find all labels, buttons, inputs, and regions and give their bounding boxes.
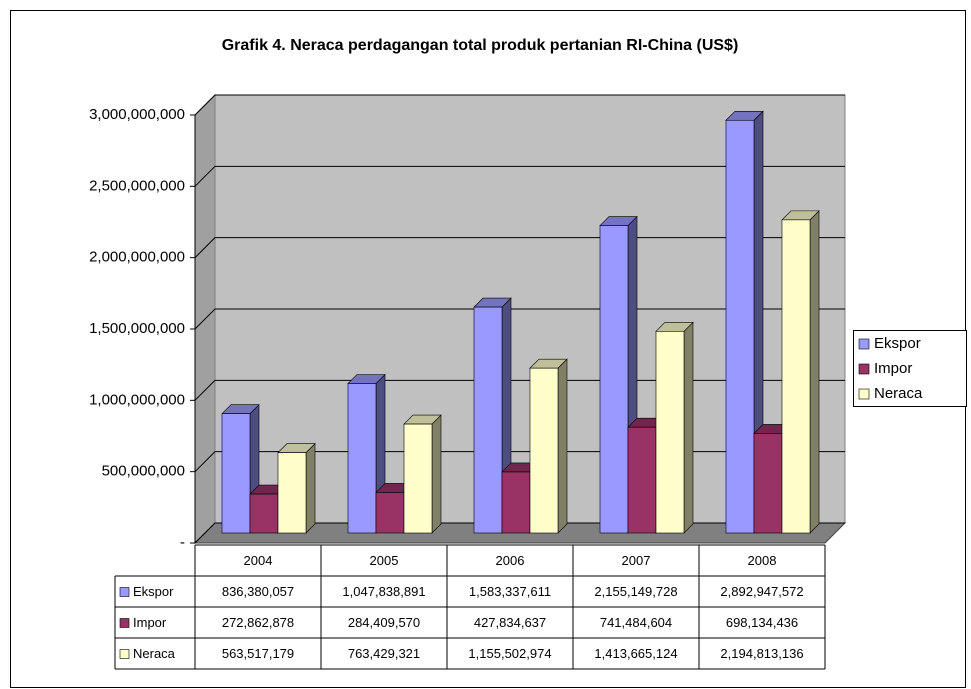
bar-side xyxy=(683,321,694,534)
table-cell: 2,892,947,572 xyxy=(720,584,803,599)
bar-side xyxy=(557,358,568,534)
legend-box xyxy=(853,330,967,407)
bar xyxy=(627,426,657,534)
x-tick-label: 2005 xyxy=(370,553,399,568)
table-cell: 1,155,502,974 xyxy=(468,646,551,661)
chart-title: Grafik 4. Neraca perdagangan total produ… xyxy=(222,37,739,54)
y-tick-label: - xyxy=(180,534,185,551)
table-cell: 1,047,838,891 xyxy=(342,584,425,599)
bar xyxy=(725,119,755,534)
grid-line xyxy=(194,165,845,187)
table-cell: 741,484,604 xyxy=(600,615,672,630)
table-legend-key xyxy=(119,649,130,659)
bar xyxy=(375,492,405,534)
bar xyxy=(221,413,251,534)
table-cell: 284,409,570 xyxy=(348,615,420,630)
table-cell: 1,413,665,124 xyxy=(594,646,677,661)
table-cell: 2,194,813,136 xyxy=(720,646,803,661)
legend-key xyxy=(858,363,870,375)
bar xyxy=(473,306,503,534)
table-row-label: Ekspor xyxy=(133,584,174,599)
table-cell: 427,834,637 xyxy=(474,615,546,630)
table-cell: 836,380,057 xyxy=(222,584,294,599)
table-row-label: Neraca xyxy=(133,646,176,661)
x-tick-label: 2008 xyxy=(748,553,777,568)
table-cell: 272,862,878 xyxy=(222,615,294,630)
bar-side xyxy=(305,442,316,534)
table-cell: 763,429,321 xyxy=(348,646,420,661)
bar xyxy=(753,433,783,534)
legend-label: Ekspor xyxy=(874,335,921,352)
y-tick-label: 500,000,000 xyxy=(102,463,185,480)
bar xyxy=(277,452,307,534)
bar xyxy=(347,383,377,534)
table-cell: 2,155,149,728 xyxy=(594,584,677,599)
legend-label: Neraca xyxy=(874,385,923,402)
grid-line xyxy=(194,94,845,116)
table-row-label: Impor xyxy=(133,615,167,630)
bar xyxy=(529,367,559,534)
table-cell: 563,517,179 xyxy=(222,646,294,661)
y-tick-label: 2,500,000,000 xyxy=(89,177,185,194)
table-legend-key xyxy=(119,618,130,628)
x-tick-label: 2004 xyxy=(244,553,273,568)
y-tick-label: 1,500,000,000 xyxy=(89,320,185,337)
table-cell: 698,134,436 xyxy=(726,615,798,630)
x-tick-label: 2006 xyxy=(496,553,525,568)
table-legend-key xyxy=(119,587,130,597)
bar-side xyxy=(431,414,442,534)
y-tick-label: 3,000,000,000 xyxy=(89,106,185,123)
table-cell: 1,583,337,611 xyxy=(469,584,551,599)
bar xyxy=(599,225,629,534)
bar xyxy=(501,471,531,534)
bar xyxy=(781,219,811,534)
bar xyxy=(249,493,279,534)
legend-key xyxy=(858,338,870,350)
legend-label: Impor xyxy=(874,360,912,377)
x-tick-label: 2007 xyxy=(622,553,651,568)
bar xyxy=(403,423,433,534)
bar xyxy=(655,331,685,534)
legend-key xyxy=(858,388,870,400)
y-tick-label: 2,000,000,000 xyxy=(89,249,185,266)
y-tick-label: 1,000,000,000 xyxy=(89,391,185,408)
bar-side xyxy=(809,210,820,534)
